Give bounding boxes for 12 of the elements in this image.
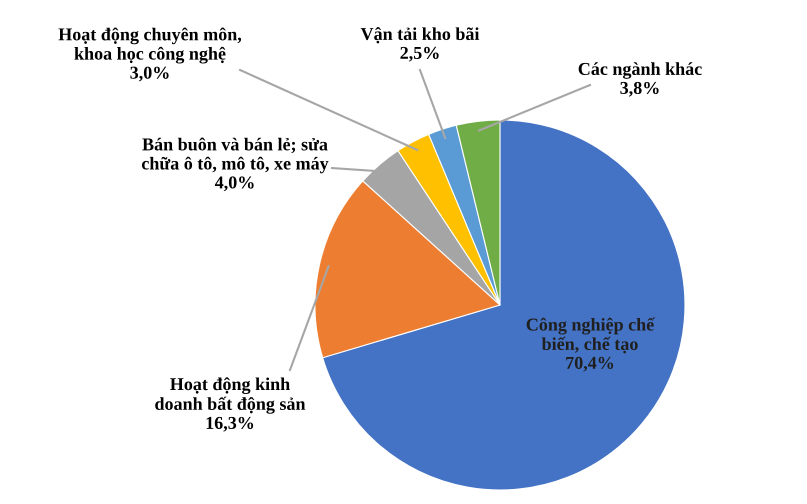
slice-label: Hoạt động chuyên môn, khoa học công nghệ	[58, 28, 242, 64]
data-label: 70,4%	[566, 356, 614, 372]
slice-label: Bán buôn và bán lẻ; sửa chữa ô tô, mô tô, xe máy	[142, 138, 328, 174]
data-label: 2,5%	[400, 46, 439, 62]
data-label: 3,8%	[620, 82, 659, 97]
data-label: 16,3%	[206, 416, 254, 432]
slice-label: Công nghiệp chế biến, chế tạo	[526, 317, 656, 354]
data-label: 3,0%	[130, 66, 169, 82]
slice-label: Hoạt động kinh doanh bất động sản	[155, 377, 306, 414]
data-label: 4,0%	[214, 176, 254, 192]
slice-label: Các ngành khác	[578, 62, 702, 79]
slice-label: Vận tải kho bãi	[360, 27, 480, 44]
